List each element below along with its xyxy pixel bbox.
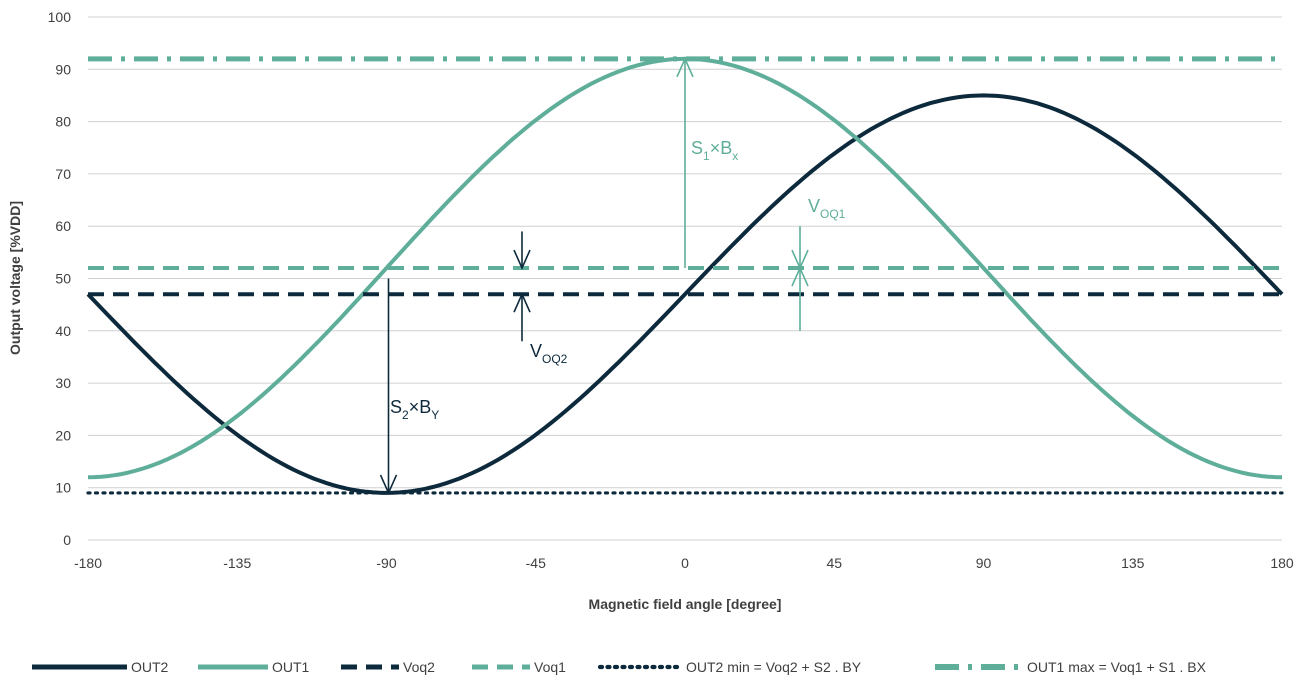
legend-label: Voq1 [534,659,566,675]
y-tick-label: 10 [55,480,71,496]
s2-by-arrow-head [379,474,398,495]
annotation-arrows [379,56,809,495]
voq2-arrow-up-head [513,292,531,313]
s1-bx-label: S1×Bx [691,138,738,163]
voq2-arrow-down-head [513,249,531,271]
x-tick-labels: -180 -135 -90 -45 0 45 90 135 180 [74,555,1294,571]
y-axis-title: Output voltage [%VDD] [7,201,23,355]
x-tick-label: 90 [976,555,992,571]
x-tick-label: -180 [74,555,102,571]
y-tick-label: 50 [55,271,71,287]
legend-label: OUT1 [272,659,310,675]
s2-by-label: S2×BY [390,397,439,422]
y-tick-label: 30 [55,375,71,391]
legend-label: OUT1 max = Voq1 + S1 . BX [1027,659,1207,675]
x-tick-label: 180 [1270,555,1294,571]
y-tick-label: 100 [48,9,72,25]
y-tick-label: 40 [55,323,71,339]
x-tick-label: 0 [681,555,689,571]
y-tick-label: 0 [63,532,71,548]
x-axis-title: Magnetic field angle [degree] [589,596,782,612]
y-tick-label: 70 [55,166,71,182]
s1-bx-arrow-head [676,56,694,78]
y-tick-label: 80 [55,114,71,130]
x-tick-label: -135 [223,555,251,571]
y-tick-labels: 0 10 20 30 40 50 60 70 80 90 100 [48,9,72,548]
x-tick-label: 45 [826,555,842,571]
legend-label: Voq2 [403,659,435,675]
series-out2-0 [86,93,1284,495]
legend-label: OUT2 min = Voq2 + S2 . BY [686,659,862,675]
legend-label: OUT2 [131,659,169,675]
x-tick-label: -45 [526,555,546,571]
voq1-arrow-up-head [791,266,809,287]
y-tick-label: 90 [55,61,71,77]
x-tick-label: -90 [376,555,396,571]
legend: OUT2 OUT1 Voq2 Voq1 OUT2 min = Voq2 + S2 . B… [32,659,1207,675]
voq1-label: VOQ1 [808,196,846,221]
y-tick-label: 20 [55,427,71,443]
voq2-label: VOQ2 [530,341,568,366]
x-tick-label: 135 [1121,555,1145,571]
y-tick-label: 60 [55,218,71,234]
